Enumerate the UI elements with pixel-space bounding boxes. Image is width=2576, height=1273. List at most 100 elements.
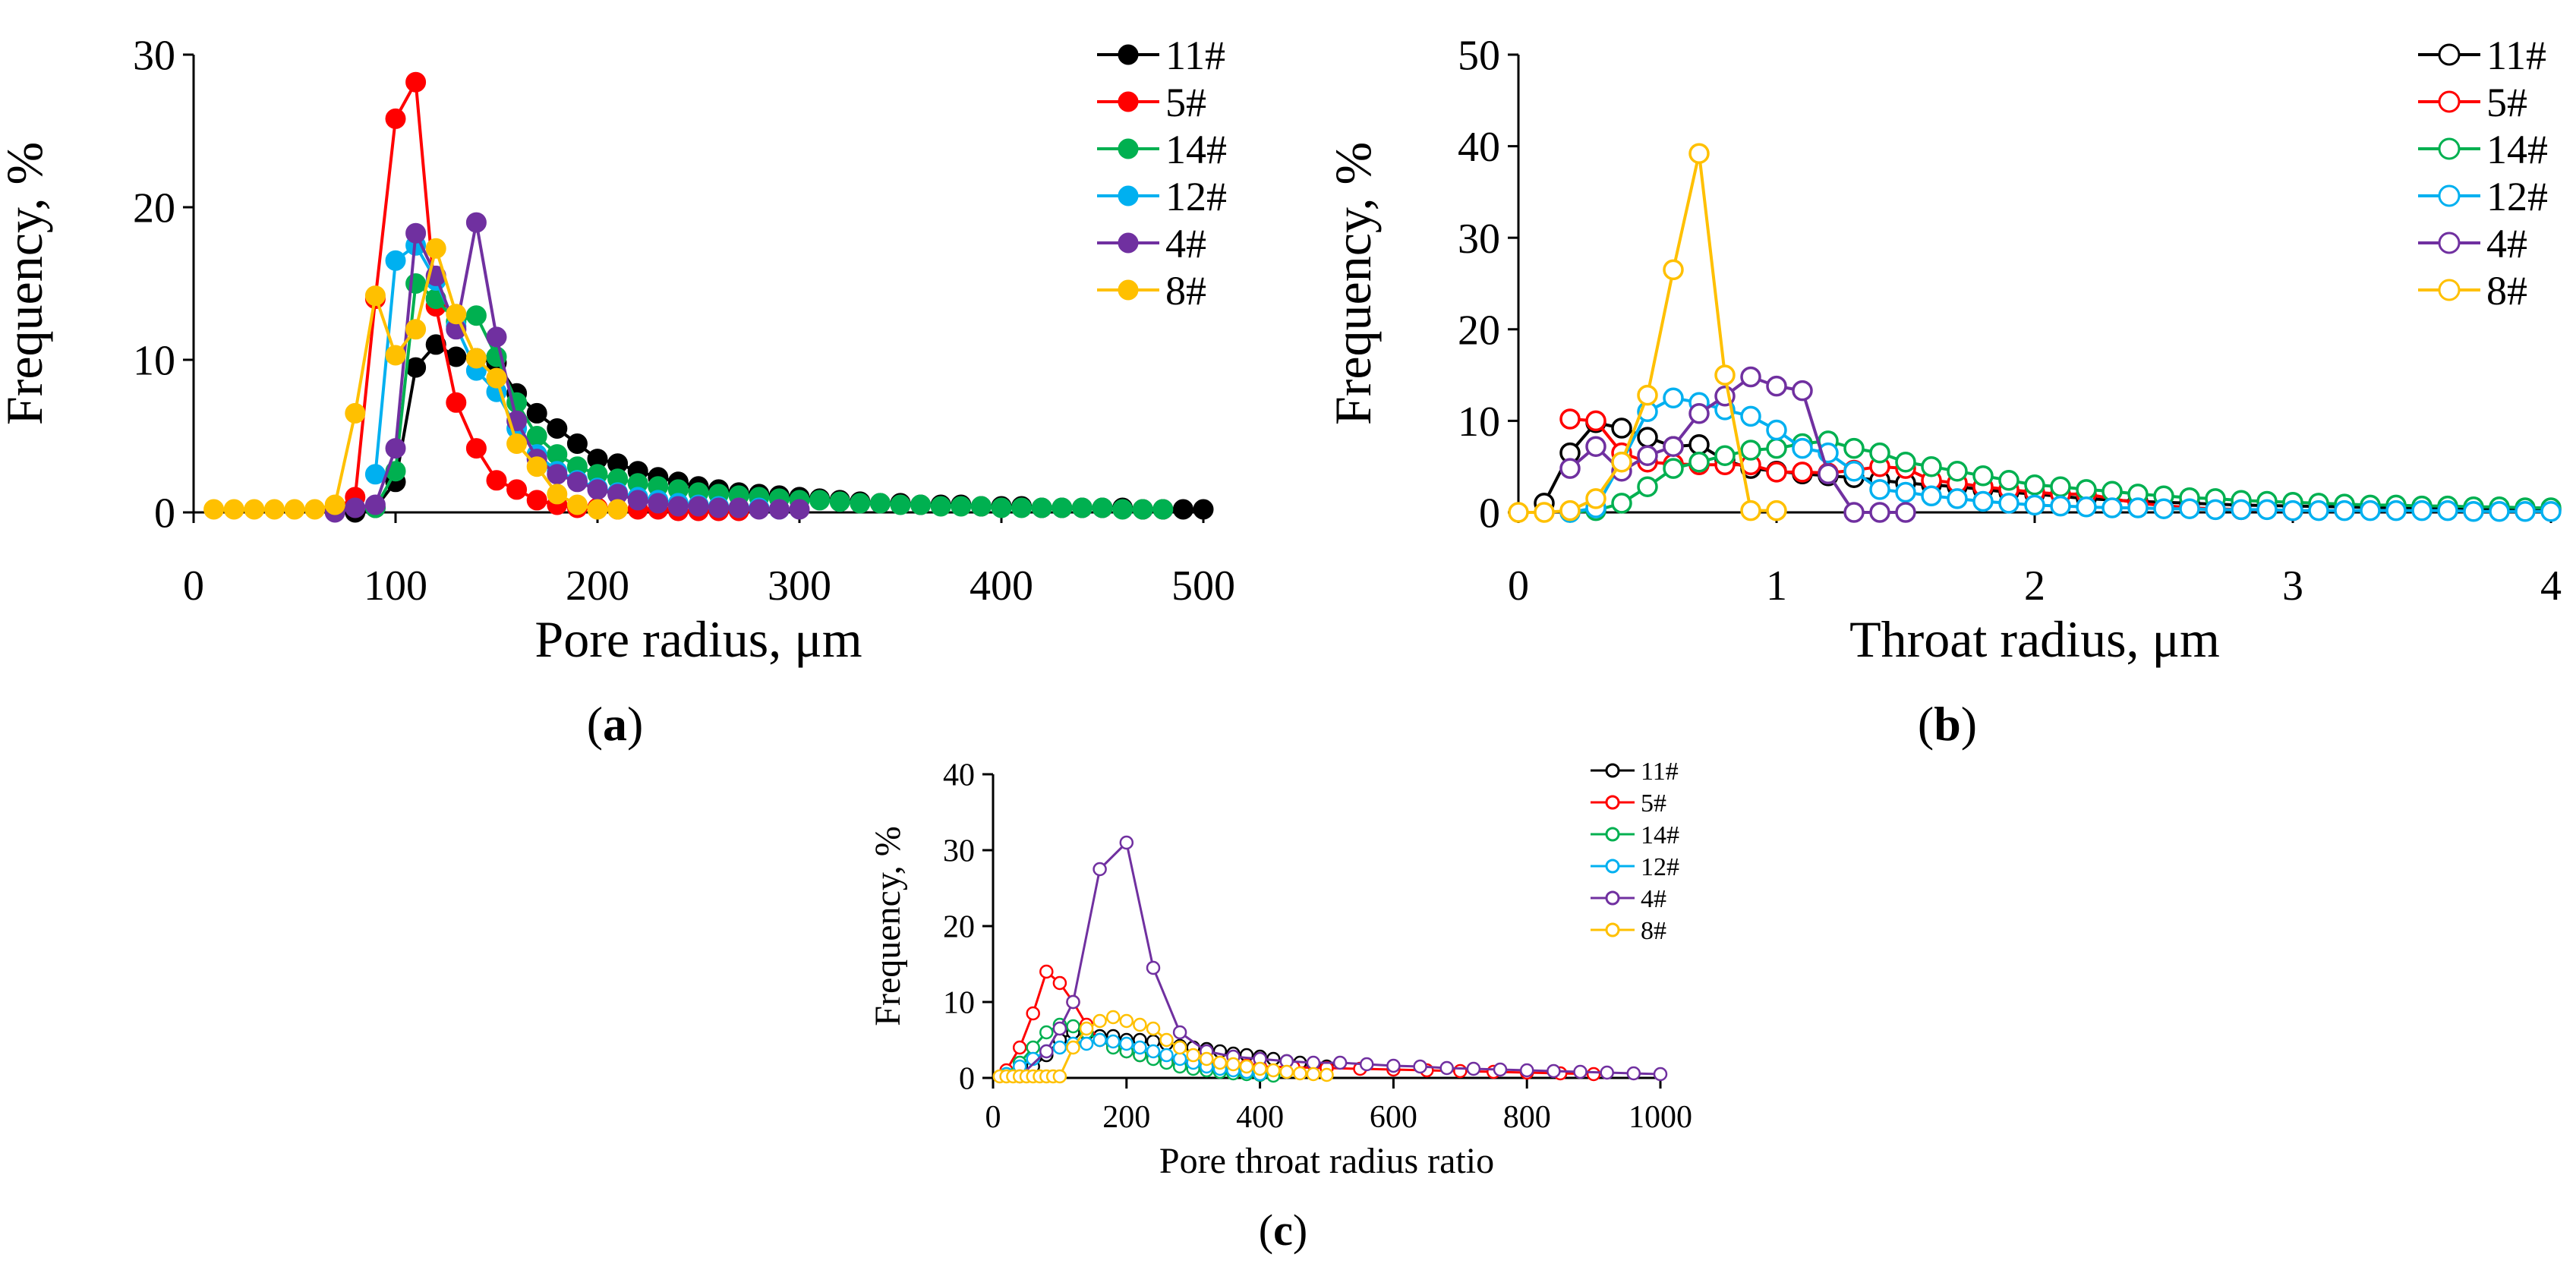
data-point (405, 273, 427, 294)
panel-label-open: ( (1918, 697, 1934, 751)
legend-label: 11# (1165, 33, 1225, 78)
x-axis-title: Pore radius, μm (534, 610, 862, 668)
legend-label: 12# (2486, 174, 2548, 219)
data-point (2024, 494, 2045, 516)
data-point (1439, 1060, 1454, 1076)
data-point (1740, 405, 1761, 427)
data-point (1172, 1051, 1187, 1067)
data-point (2050, 476, 2071, 497)
legend-label: 4# (1165, 221, 1206, 266)
data-point (284, 499, 305, 520)
chart-panel-b: 0 10 20 30 40 50 0 1 2 3 4 Throat radius, μm Frequen… (1324, 33, 2562, 751)
data-point (1559, 499, 1581, 521)
data-point (1663, 458, 1684, 479)
legend-marker (1605, 922, 1620, 937)
legend-label: 4# (1641, 885, 1666, 913)
data-point (1066, 1040, 1080, 1055)
data-point (627, 490, 648, 511)
data-point (1626, 1066, 1641, 1081)
data-point (1600, 1065, 1614, 1080)
data-point (2153, 498, 2174, 519)
legend-label: 8# (1165, 268, 1206, 314)
data-point (1586, 1067, 1601, 1082)
data-point (1493, 1062, 1508, 1077)
data-point (930, 496, 951, 517)
data-point (2540, 501, 2562, 522)
data-point (991, 497, 1012, 518)
data-point (1093, 1013, 1107, 1029)
data-point (1052, 1021, 1067, 1036)
data-point (667, 496, 689, 517)
data-point (1585, 488, 1606, 509)
data-point (1453, 1063, 1468, 1079)
data-point (2127, 497, 2149, 518)
panel-label-open: ( (587, 697, 603, 751)
data-point (1585, 436, 1606, 457)
data-point (1093, 862, 1107, 877)
y-tick-label: 50 (1458, 33, 1500, 80)
legend: 11# 5# 14# 12# 4# 8# (1591, 758, 1679, 945)
data-point (1031, 497, 1052, 518)
data-point (1766, 419, 1787, 441)
legend-label: 12# (1165, 174, 1227, 219)
legend-item: 8# (1591, 917, 1666, 945)
data-point (1052, 1040, 1067, 1055)
data-point (1792, 437, 1813, 459)
data-point (405, 319, 427, 340)
data-point (1688, 434, 1710, 455)
data-point (1172, 1040, 1187, 1055)
data-point (345, 402, 366, 424)
data-point (688, 496, 709, 517)
legend-item: 5# (1591, 789, 1666, 818)
data-point (304, 499, 326, 520)
y-axis-title: Frequency, % (868, 826, 908, 1026)
series-4 (1559, 366, 1916, 523)
data-point (1998, 470, 2019, 491)
data-point (587, 499, 608, 520)
data-point (809, 490, 831, 511)
series-4 (324, 212, 810, 523)
data-point (1279, 1064, 1294, 1079)
data-point (1921, 455, 1942, 477)
data-point (1079, 1021, 1094, 1036)
data-point (465, 438, 487, 459)
data-point (1052, 975, 1067, 991)
y-tick-label: 40 (1458, 124, 1500, 171)
data-point (566, 494, 588, 515)
legend-label: 11# (1641, 758, 1679, 786)
data-point (506, 433, 528, 454)
x-tick-label: 0 (985, 1100, 1001, 1135)
legend-item: 5# (2418, 80, 2527, 125)
data-point (1611, 493, 1632, 514)
data-point (2411, 499, 2433, 521)
data-point (1714, 445, 1736, 466)
x-tick-label: 1000 (1629, 1100, 1692, 1135)
data-point (364, 494, 386, 515)
legend-label: 5# (1641, 789, 1666, 818)
data-point (1306, 1055, 1321, 1070)
y-tick-label: 0 (154, 490, 175, 537)
data-point (465, 212, 487, 233)
legend-item: 11# (2418, 33, 2546, 78)
x-tick-label: 400 (970, 562, 1033, 610)
legend-marker (1605, 795, 1620, 810)
legend-marker (1118, 91, 1139, 112)
legend-marker (2438, 90, 2461, 113)
legend-item: 12# (2418, 174, 2548, 219)
data-point (1413, 1059, 1427, 1074)
data-point (1066, 994, 1080, 1010)
data-point (345, 497, 366, 518)
data-point (1026, 1006, 1040, 1021)
data-point (1132, 499, 1153, 520)
data-point (244, 499, 265, 520)
y-tick-label: 10 (1458, 399, 1500, 446)
data-point (1133, 1017, 1147, 1032)
series-8 (203, 238, 629, 520)
data-point (728, 497, 749, 518)
data-point (1998, 493, 2019, 514)
data-point (1559, 408, 1581, 430)
panel-label-letter: c (1273, 1205, 1293, 1255)
data-point (1519, 1063, 1534, 1078)
data-point (1573, 1064, 1588, 1079)
x-tick-label: 0 (183, 562, 204, 610)
